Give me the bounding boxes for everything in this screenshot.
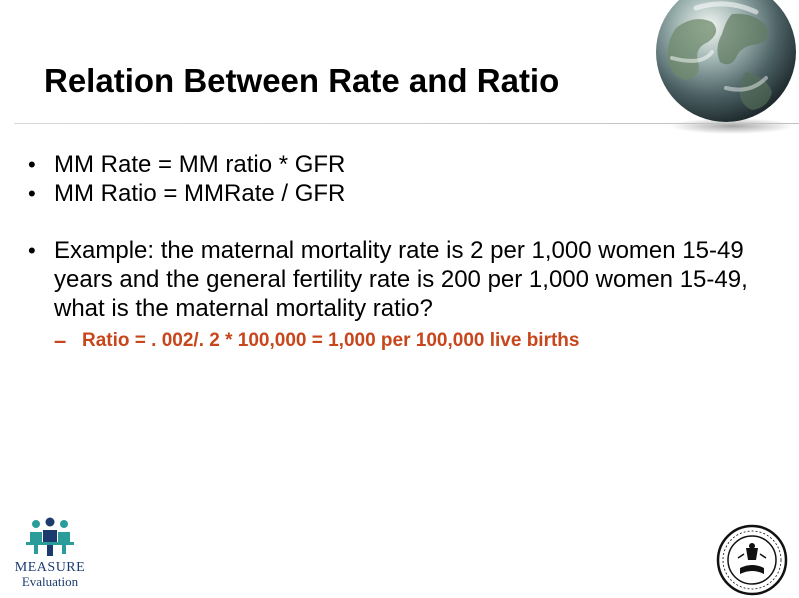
sub-bullet-item: Ratio = . 002/. 2 * 100,000 = 1,000 per … [54,329,788,353]
bullet-text: MM Rate = MM ratio * GFR [54,151,346,178]
bullet-item: MM Rate = MM ratio * GFR [28,150,788,179]
bullet-item: Example: the maternal mortality rate is … [28,236,788,353]
measure-evaluation-logo: MEASURE Evaluation [12,516,88,590]
sub-bullet-text: Ratio = . 002/. 2 * 100,000 = 1,000 per … [82,330,580,351]
bullet-text: MM Ratio = MMRate / GFR [54,180,346,207]
bullet-list: MM Rate = MM ratio * GFR MM Ratio = MMRa… [28,150,788,353]
globe-icon [656,0,796,134]
title-divider [14,123,799,124]
measure-people-icon [26,517,74,556]
university-seal-icon [716,524,788,596]
bullet-item: MM Ratio = MMRate / GFR [28,179,788,208]
slide-title: Relation Between Rate and Ratio [44,62,560,99]
measure-logo-name: MEASURE [14,560,86,575]
sub-bullet-list: Ratio = . 002/. 2 * 100,000 = 1,000 per … [54,329,788,353]
bullet-text: Example: the maternal mortality rate is … [54,237,748,322]
measure-logo-subtitle: Evaluation [21,574,79,589]
